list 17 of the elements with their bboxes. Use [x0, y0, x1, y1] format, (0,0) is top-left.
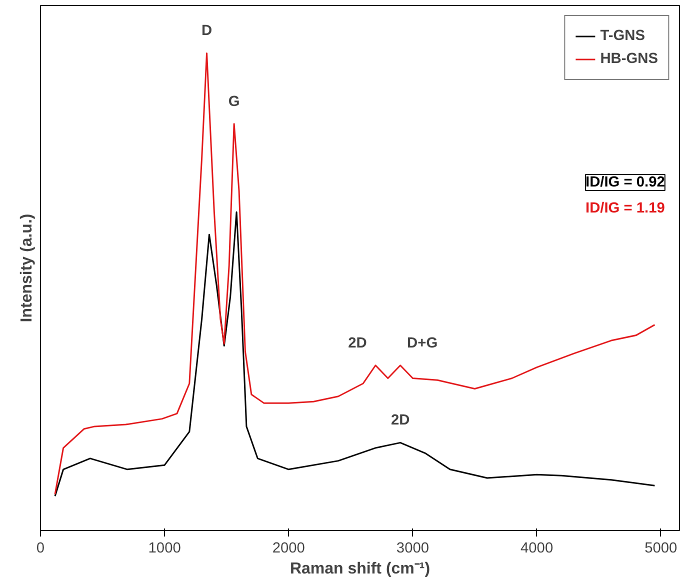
annotation: G	[228, 94, 240, 110]
legend-label: T-GNS	[600, 28, 645, 44]
annotation: D	[201, 23, 212, 40]
x-tick-label: 4000	[520, 540, 554, 556]
annotation: ID/IG = 0.92	[586, 174, 665, 190]
annotation: 2D	[348, 335, 367, 352]
y-axis-title: Intensity (a.u.)	[18, 214, 36, 322]
x-axis-title: Raman shift (cm⁻¹)	[290, 560, 430, 578]
x-tick-label: 5000	[644, 540, 678, 556]
x-tick-label: 2000	[272, 540, 305, 556]
annotation: 2D	[390, 412, 410, 429]
x-tick-label: 3000	[396, 540, 430, 556]
x-tick-label: 1000	[148, 540, 181, 556]
legend-label: HB-GNS	[600, 51, 658, 67]
x-tick-label: 0	[36, 540, 45, 556]
annotation: D+G	[407, 335, 438, 352]
annotation: ID/IG = 1.19	[586, 200, 665, 216]
